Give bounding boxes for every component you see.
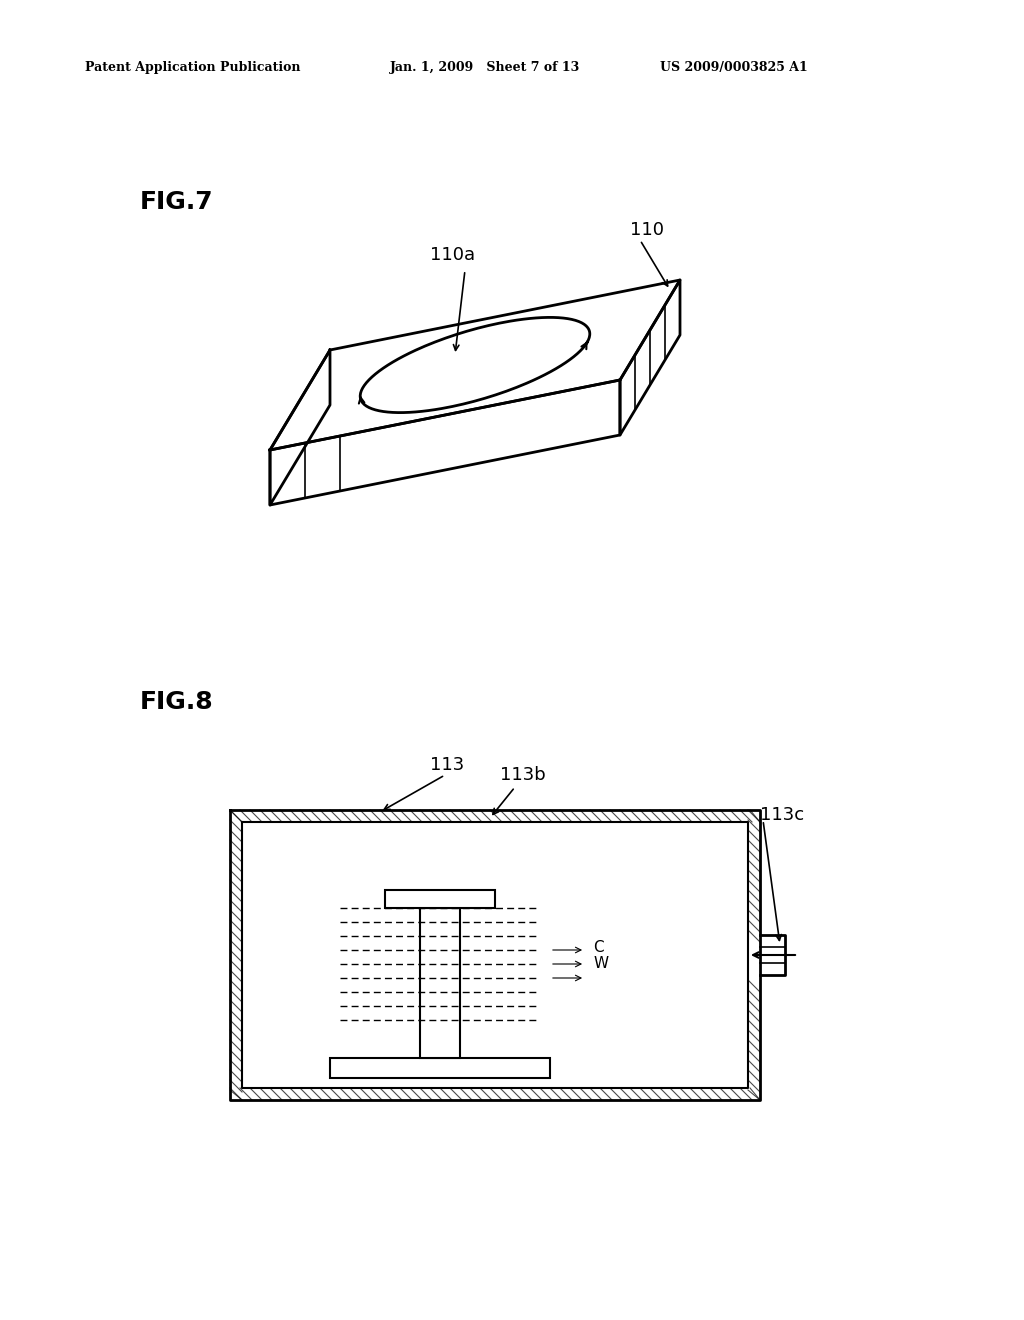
Text: 113: 113	[430, 756, 464, 774]
Text: W: W	[593, 957, 608, 972]
Text: Jan. 1, 2009   Sheet 7 of 13: Jan. 1, 2009 Sheet 7 of 13	[390, 62, 581, 74]
Text: FIG.8: FIG.8	[140, 690, 214, 714]
Text: 110: 110	[630, 220, 664, 239]
Text: US 2009/0003825 A1: US 2009/0003825 A1	[660, 62, 808, 74]
Text: C: C	[593, 940, 603, 956]
Text: 110a: 110a	[430, 246, 475, 264]
Bar	[330, 1059, 550, 1078]
Bar	[420, 908, 460, 1059]
Text: FIG.7: FIG.7	[140, 190, 214, 214]
Text: Patent Application Publication: Patent Application Publication	[85, 62, 300, 74]
Text: 113c: 113c	[760, 807, 804, 824]
Bar	[385, 890, 495, 908]
Text: 113b: 113b	[500, 766, 546, 784]
